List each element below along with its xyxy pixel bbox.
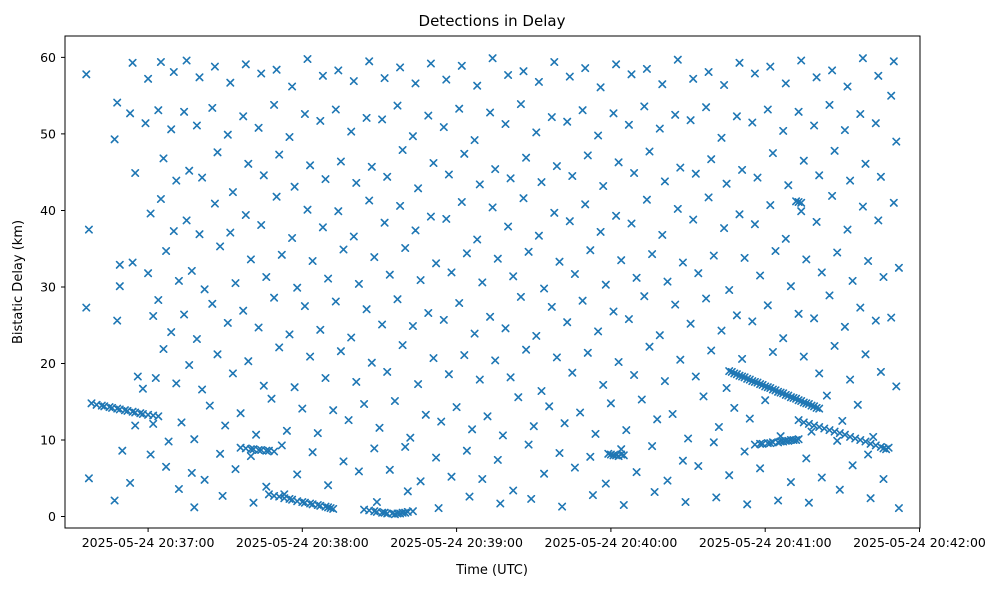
x-tick-label: 2025-05-24 20:40:00 xyxy=(545,535,678,550)
x-tick-label: 2025-05-24 20:37:00 xyxy=(82,535,215,550)
y-axis-label: Bistatic Delay (km) xyxy=(11,220,26,344)
y-tick-label: 0 xyxy=(48,509,56,524)
y-tick-label: 40 xyxy=(40,203,56,218)
y-tick-label: 60 xyxy=(40,50,56,65)
x-tick-label: 2025-05-24 20:38:00 xyxy=(236,535,369,550)
chart-title: Detections in Delay xyxy=(419,12,566,30)
y-tick-label: 50 xyxy=(40,126,56,141)
y-tick-label: 20 xyxy=(40,356,56,371)
x-tick-label: 2025-05-24 20:41:00 xyxy=(699,535,832,550)
y-tick-label: 30 xyxy=(40,280,56,295)
x-tick-label: 2025-05-24 20:39:00 xyxy=(390,535,523,550)
x-axis-label: Time (UTC) xyxy=(455,563,528,578)
tick-marks xyxy=(61,56,920,532)
axis-ticks: 2025-05-24 20:37:00 2025-05-24 20:38:00 20… xyxy=(40,50,986,550)
scatter-points xyxy=(82,54,903,519)
y-tick-label: 10 xyxy=(40,433,56,448)
scatter-series xyxy=(82,54,903,519)
axes-frame xyxy=(64,35,921,529)
x-tick-label: 2025-05-24 20:42:00 xyxy=(853,535,986,550)
